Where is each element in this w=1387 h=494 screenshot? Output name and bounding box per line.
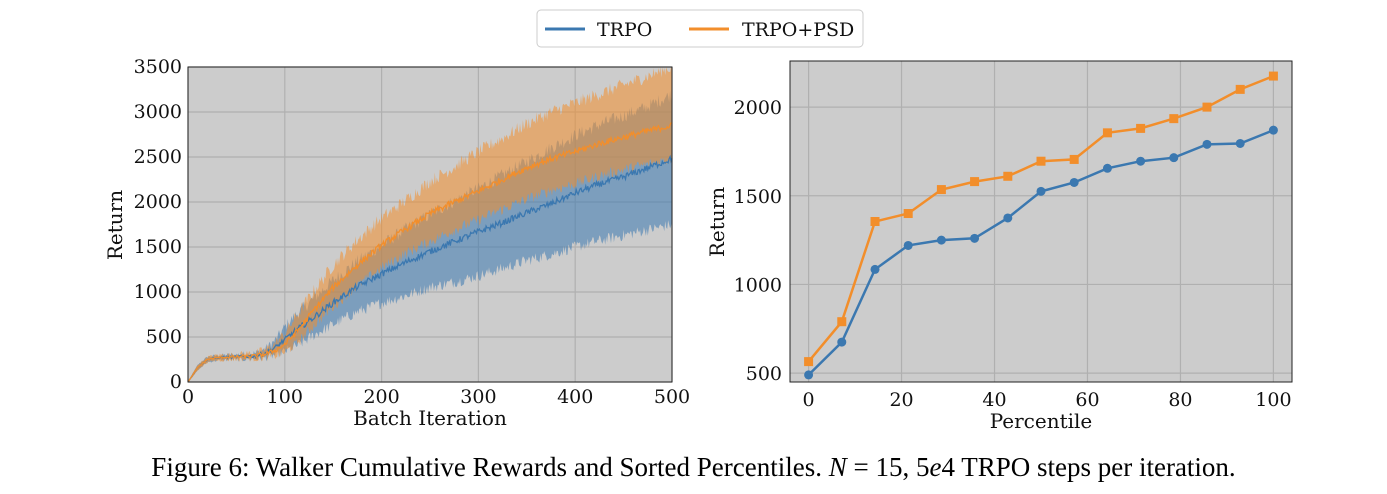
right-x-tick-label: 60: [1075, 389, 1099, 411]
left-band-trpo-psd: [188, 67, 672, 382]
left-y-tick-label: 1000: [134, 281, 182, 303]
left-y-tick-label: 0: [170, 371, 182, 393]
right-point-trpo: [804, 370, 814, 380]
right-x-axis-label: Percentile: [990, 409, 1093, 433]
right-point-trpo: [870, 264, 880, 274]
right-point-trpo-psd: [970, 177, 980, 187]
right-point-trpo-psd: [1069, 154, 1079, 164]
right-point-trpo: [837, 337, 847, 347]
right-chart: 0 20 40 60 80 100 500 1000 1500 2000 Percentile R…: [705, 60, 1293, 433]
right-point-trpo-psd: [1003, 171, 1013, 181]
left-y-tick-label: 2000: [134, 191, 182, 213]
right-point-trpo: [1169, 153, 1179, 163]
caption-suffix: 4 TRPO steps per iteration.: [941, 452, 1236, 482]
right-point-trpo-psd: [936, 185, 946, 195]
right-point-trpo: [970, 233, 980, 243]
right-point-trpo-psd: [1202, 102, 1212, 112]
left-x-tick-label: 200: [363, 386, 399, 408]
right-point-trpo-psd: [870, 217, 880, 226]
right-x-tick-label: 20: [889, 389, 913, 411]
left-y-tick-label: 2500: [134, 146, 182, 168]
right-point-trpo: [1102, 163, 1112, 173]
right-tick-labels: 0 20 40 60 80 100 500 1000 1500 2000: [734, 97, 1292, 411]
right-y-tick-label: 500: [746, 363, 782, 385]
right-point-trpo-psd: [1136, 123, 1146, 133]
caption-prefix: Figure 6: Walker Cumulative Rewards and …: [151, 452, 822, 482]
caption-math-n: N: [828, 452, 847, 482]
left-line-trpo-psd: [187, 122, 673, 383]
right-point-trpo: [1235, 138, 1245, 148]
left-x-tick-label: 400: [557, 386, 593, 408]
right-point-trpo-psd: [1169, 114, 1179, 124]
right-point-trpo-psd: [1268, 71, 1278, 81]
right-point-trpo-psd: [1102, 128, 1112, 138]
right-point-trpo-psd: [804, 357, 814, 367]
right-point-trpo: [1268, 125, 1278, 135]
left-y-tick-label: 3000: [134, 101, 182, 123]
legend: TRPO TRPO+PSD: [536, 9, 864, 48]
caption-math-e: e: [929, 452, 942, 482]
right-point-trpo-psd: [903, 209, 913, 219]
right-series-markers: [804, 71, 1278, 380]
right-point-trpo: [1136, 156, 1146, 166]
left-x-tick-label: 300: [460, 386, 496, 408]
right-y-tick-label: 1500: [734, 186, 782, 208]
figure-caption: Figure 6: Walker Cumulative Rewards and …: [0, 452, 1387, 483]
left-line-trpo: [187, 154, 673, 383]
right-y-tick-label: 1000: [734, 274, 782, 296]
right-x-tick-label: 80: [1168, 389, 1192, 411]
left-axes-frame: [187, 66, 673, 383]
right-y-axis-label: Return: [705, 187, 729, 257]
right-point-trpo: [1036, 186, 1046, 196]
right-point-trpo: [1069, 177, 1079, 187]
left-tick-labels: 0 100 200 300 400 500 0 500 1000 1500 2000 2500 3000…: [134, 56, 690, 408]
legend-label-trpo-psd: TRPO+PSD: [742, 19, 854, 41]
caption-equals: = 15, 5: [846, 452, 930, 482]
left-chart: 0 100 200 300 400 500 0 500 1000 1500 2000 2500 3000…: [103, 56, 690, 430]
right-point-trpo: [903, 240, 913, 250]
right-x-tick-label: 40: [982, 389, 1006, 411]
left-y-tick-label: 500: [146, 326, 182, 348]
right-point-trpo: [1202, 139, 1212, 149]
left-confidence-bands: [188, 67, 672, 383]
right-x-tick-label: 100: [1255, 389, 1291, 411]
left-series-lines: [187, 122, 673, 383]
right-axes-frame: [789, 60, 1293, 383]
right-point-trpo-psd: [1235, 84, 1245, 94]
legend-label-trpo: TRPO: [597, 19, 652, 41]
left-y-tick-label: 1500: [134, 236, 182, 258]
left-x-axis-label: Batch Iteration: [353, 406, 507, 430]
right-point-trpo-psd: [1036, 156, 1046, 166]
right-y-tick-label: 2000: [734, 97, 782, 119]
right-plot-area: [790, 61, 1292, 382]
right-point-trpo: [1003, 213, 1013, 223]
left-x-tick-label: 0: [182, 386, 194, 408]
right-point-trpo-psd: [837, 317, 847, 327]
right-x-tick-label: 0: [803, 389, 815, 411]
left-y-axis-label: Return: [103, 190, 127, 260]
right-point-trpo: [936, 235, 946, 245]
left-y-tick-label: 3500: [134, 56, 182, 78]
left-x-tick-label: 100: [267, 386, 303, 408]
left-x-tick-label: 500: [654, 386, 690, 408]
